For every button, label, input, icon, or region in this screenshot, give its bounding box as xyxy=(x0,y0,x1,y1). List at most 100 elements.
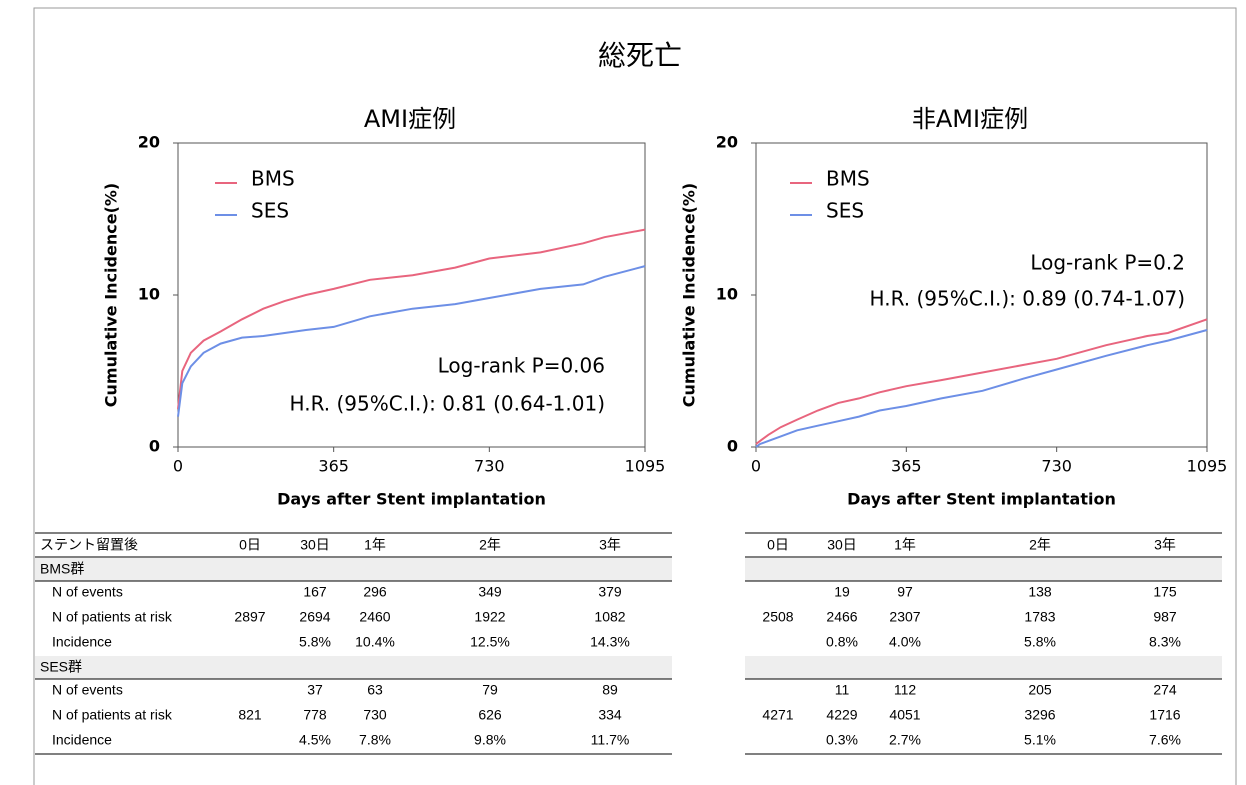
annotation: H.R. (95%C.I.): 0.89 (0.74-1.07) xyxy=(870,287,1185,311)
table-cell: 1922 xyxy=(474,609,505,625)
x-axis-label: Days after Stent implantation xyxy=(847,490,1116,509)
y-tick-label: 0 xyxy=(727,437,738,456)
table-cell: 987 xyxy=(1153,609,1177,625)
legend-label: BMS xyxy=(826,167,870,191)
table-cell: 1716 xyxy=(1149,707,1180,723)
table-header: 3年 xyxy=(599,537,621,553)
table-header: 1年 xyxy=(894,537,916,553)
group-name: SES群 xyxy=(40,659,82,675)
table-cell: 4.5% xyxy=(299,732,331,748)
table-cell: 2897 xyxy=(234,609,265,625)
table-cell: 5.1% xyxy=(1024,732,1056,748)
survival-curve xyxy=(177,265,646,417)
survival-curve xyxy=(177,228,646,410)
table-header: 3年 xyxy=(1154,537,1176,553)
group-band xyxy=(35,558,672,581)
table-cell: 3296 xyxy=(1024,707,1055,723)
table-cell: 2694 xyxy=(299,609,330,625)
table-cell: 205 xyxy=(1028,682,1052,698)
slide-title: 総死亡 xyxy=(598,39,682,72)
table-cell: 1082 xyxy=(594,609,625,625)
table-cell: 4229 xyxy=(826,707,857,723)
table-cell: 7.6% xyxy=(1149,732,1181,748)
legend-label: SES xyxy=(251,199,289,223)
legend-label: SES xyxy=(826,199,864,223)
table-cell: 14.3% xyxy=(590,634,630,650)
table-cell: 296 xyxy=(363,584,387,600)
row-label: Incidence xyxy=(52,732,112,748)
x-tick-label: 1095 xyxy=(625,457,666,476)
frame xyxy=(33,7,1237,785)
x-tick-label: 365 xyxy=(891,457,922,476)
table-cell: 2466 xyxy=(826,609,857,625)
table-cell: 349 xyxy=(478,584,502,600)
x-tick-label: 365 xyxy=(318,457,349,476)
table-header: 0日 xyxy=(239,537,261,553)
row-label: Incidence xyxy=(52,634,112,650)
survival-curve xyxy=(755,329,1208,448)
table-header: 30日 xyxy=(827,537,857,553)
table-cell: 2307 xyxy=(889,609,920,625)
table-cell: 4271 xyxy=(762,707,793,723)
table-header: 0日 xyxy=(767,537,789,553)
table-cell: 79 xyxy=(482,682,498,698)
row-label: N of patients at risk xyxy=(52,609,173,625)
table-cell: 7.8% xyxy=(359,732,391,748)
row-label: N of patients at risk xyxy=(52,707,173,723)
table-cell: 11 xyxy=(835,682,850,698)
y-axis-label: Cumulative Incidence(%) xyxy=(102,183,121,407)
table-cell: 63 xyxy=(367,682,383,698)
table-cell: 730 xyxy=(363,707,387,723)
x-tick-label: 730 xyxy=(1041,457,1072,476)
table-cell: 5.8% xyxy=(299,634,331,650)
table-cell: 778 xyxy=(303,707,327,723)
table-header: 2年 xyxy=(479,537,501,553)
table-cell: 8.3% xyxy=(1149,634,1181,650)
x-tick-label: 730 xyxy=(474,457,505,476)
table-cell: 9.8% xyxy=(474,732,506,748)
y-tick-label: 20 xyxy=(716,133,738,152)
group-name: BMS群 xyxy=(40,561,84,577)
table-cell: 112 xyxy=(894,682,917,698)
group-band xyxy=(745,656,1222,679)
table-header: 30日 xyxy=(300,537,330,553)
table-cell: 37 xyxy=(307,682,323,698)
legend-label: BMS xyxy=(251,167,295,191)
y-tick-label: 10 xyxy=(138,285,160,304)
y-axis-label: Cumulative Incidence(%) xyxy=(680,183,699,407)
table-cell: 10.4% xyxy=(355,634,395,650)
group-band xyxy=(35,656,672,679)
table-cell: 4.0% xyxy=(889,634,921,650)
chart-title: AMI症例 xyxy=(364,105,456,133)
table-cell: 97 xyxy=(897,584,913,600)
table-cell: 4051 xyxy=(889,707,920,723)
x-tick-label: 0 xyxy=(751,457,761,476)
table-header: ステント留置後 xyxy=(40,537,138,553)
table-cell: 11.7% xyxy=(591,732,630,748)
table-cell: 334 xyxy=(598,707,622,723)
table-cell: 0.3% xyxy=(826,732,858,748)
table-cell: 626 xyxy=(478,707,502,723)
x-tick-label: 0 xyxy=(173,457,183,476)
table-cell: 821 xyxy=(238,707,262,723)
table-cell: 175 xyxy=(1153,584,1177,600)
table-cell: 379 xyxy=(598,584,622,600)
annotation: Log-rank P=0.2 xyxy=(1030,251,1185,275)
y-tick-label: 20 xyxy=(138,133,160,152)
table-cell: 2460 xyxy=(359,609,390,625)
x-tick-label: 1095 xyxy=(1187,457,1228,476)
table-cell: 274 xyxy=(1153,682,1177,698)
x-axis-label: Days after Stent implantation xyxy=(277,490,546,509)
table-cell: 2.7% xyxy=(889,732,921,748)
row-label: N of events xyxy=(52,682,123,698)
annotation: H.R. (95%C.I.): 0.81 (0.64-1.01) xyxy=(290,392,605,416)
table-cell: 138 xyxy=(1028,584,1052,600)
row-label: N of events xyxy=(52,584,123,600)
table-cell: 5.8% xyxy=(1024,634,1056,650)
annotation: Log-rank P=0.06 xyxy=(438,354,605,378)
chart-title: 非AMI症例 xyxy=(912,105,1028,133)
table-cell: 167 xyxy=(303,584,327,600)
table-header: 2年 xyxy=(1029,537,1051,553)
table-cell: 19 xyxy=(834,584,850,600)
